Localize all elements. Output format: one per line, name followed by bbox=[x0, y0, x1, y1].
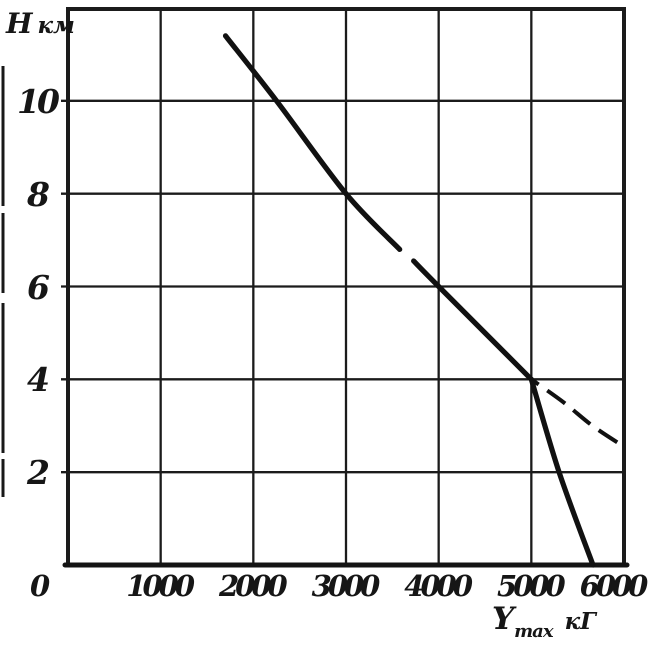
x-axis-subscript: max bbox=[514, 621, 553, 642]
altitude-vs-lift-lower-solid bbox=[411, 258, 534, 382]
x-tick-label-1000: 1000 bbox=[126, 569, 195, 603]
y-tick-label-4: 4 bbox=[27, 360, 50, 400]
x-tick-label-6000: 6000 bbox=[579, 569, 649, 603]
x-tick-label-4000: 4000 bbox=[404, 569, 473, 603]
extrapolated-branch-dashed bbox=[530, 377, 626, 449]
x-axis-title: Ymax кГ bbox=[492, 601, 597, 641]
grid-lines bbox=[61, 9, 626, 565]
x-tick-label-3000: 3000 bbox=[311, 569, 381, 603]
steep-descent-branch-solid bbox=[528, 376, 596, 568]
y-tick-label-2: 2 bbox=[27, 453, 50, 493]
y-axis-symbol: Н bbox=[6, 7, 33, 40]
x-axis-symbol: Y bbox=[492, 601, 515, 637]
y-tick-label-8: 8 bbox=[27, 174, 50, 214]
x-tick-label-2000: 2000 bbox=[218, 569, 288, 603]
y-axis-unit-label: км bbox=[37, 12, 75, 39]
x-axis-unit-label: кГ bbox=[564, 608, 597, 635]
x-tick-label-5000: 5000 bbox=[496, 569, 566, 603]
data-series bbox=[222, 33, 626, 568]
y-tick-label-10: 10 bbox=[17, 81, 60, 121]
y-tick-label-6: 6 bbox=[27, 267, 50, 307]
origin-tick-label: 0 bbox=[30, 569, 50, 603]
altitude-vs-lift-upper-solid bbox=[222, 33, 403, 252]
